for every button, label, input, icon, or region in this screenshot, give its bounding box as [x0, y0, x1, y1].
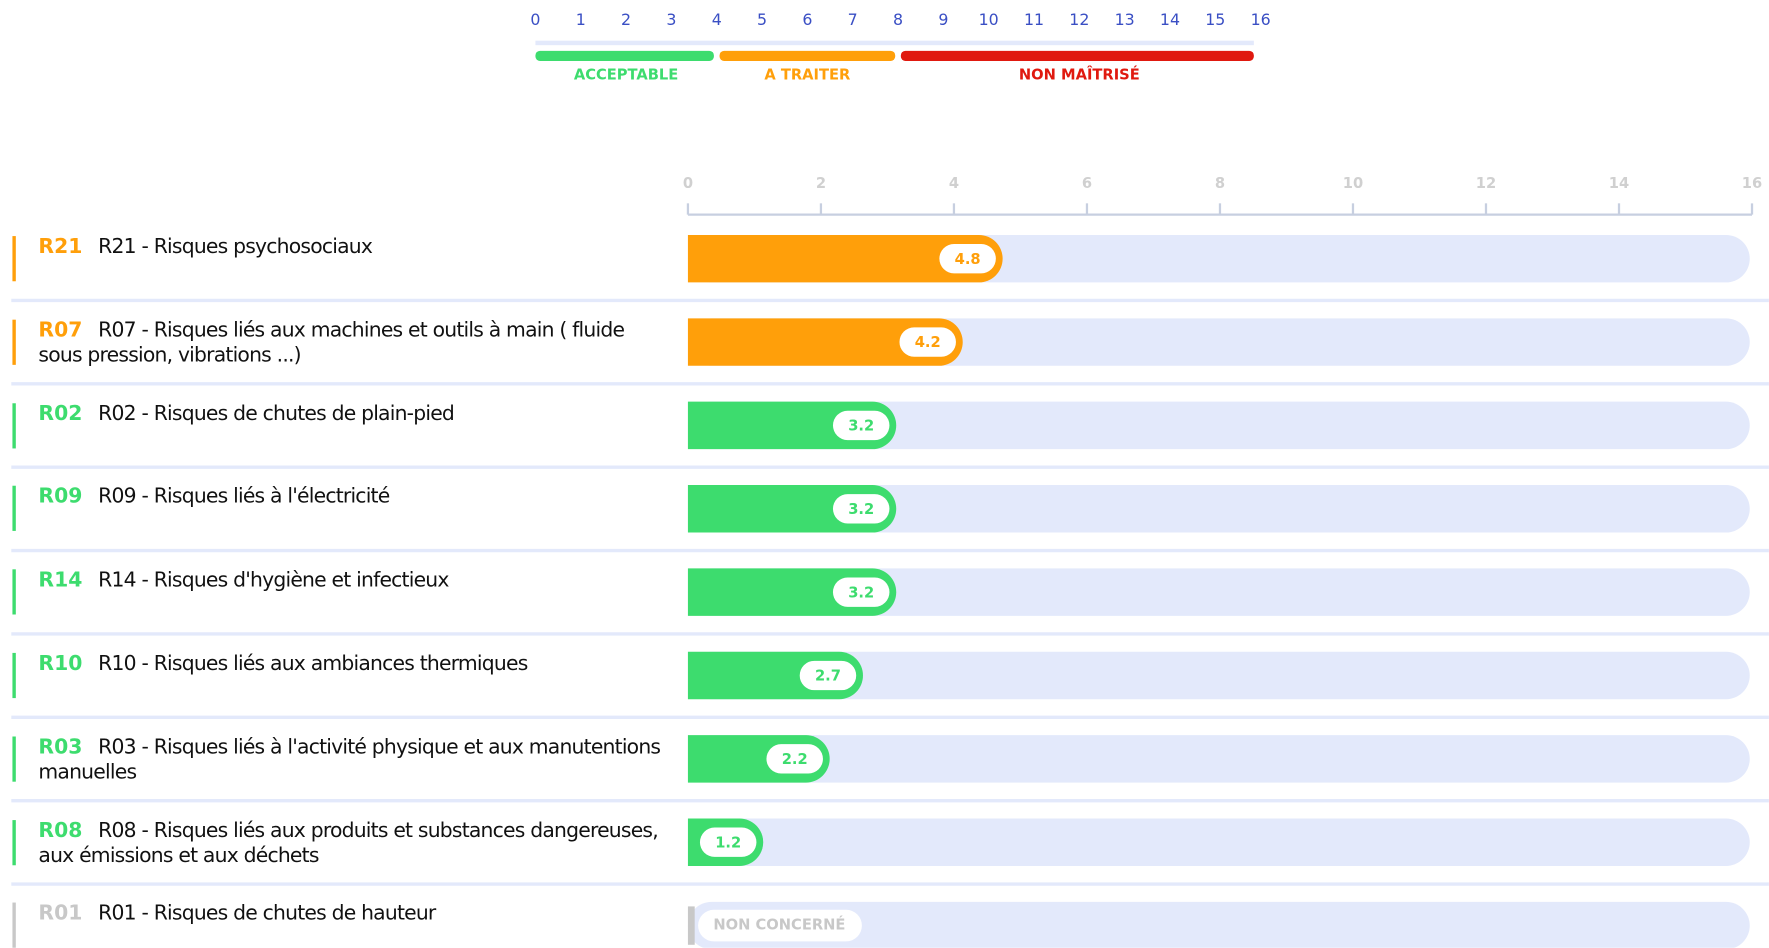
- scale-tick-label: 10: [979, 10, 999, 29]
- scale-track: [535, 40, 1254, 46]
- scale-tick-label: 0: [530, 10, 540, 29]
- row-name: R14 - Risques d'hygiène et infectieux: [98, 568, 449, 593]
- row-flag: [12, 486, 16, 532]
- value-pill: [832, 494, 890, 524]
- value-pill: [899, 327, 956, 357]
- scale-tick-label: 4: [712, 10, 722, 29]
- x-tick-label: 10: [1343, 175, 1363, 192]
- row-flag: [12, 652, 16, 699]
- row-name: R21 - Risques psychosociaux: [98, 234, 373, 259]
- row-label: R10 R10 - Risques liés aux ambiances ther…: [38, 652, 671, 677]
- scale-tick-label: 13: [1115, 10, 1135, 29]
- value-pill: [939, 243, 996, 274]
- value-label: 3.2: [848, 501, 874, 518]
- scale-band-label: ACCEPTABLE: [574, 67, 678, 84]
- x-tick-label: 12: [1476, 175, 1496, 192]
- row-code: R02: [38, 401, 83, 426]
- scale-tick-label: 6: [802, 10, 812, 29]
- value-pill: [766, 744, 823, 774]
- row-code: R14: [38, 568, 83, 593]
- row-code: R03: [38, 735, 83, 759]
- scale-tick-label: 2: [621, 10, 631, 29]
- row-code: R21: [38, 234, 83, 259]
- scale-tick-label: 15: [1205, 10, 1225, 29]
- scale-tick-label: 3: [666, 10, 676, 29]
- row-name: R02 - Risques de chutes de plain-pied: [98, 401, 455, 426]
- bar-track: [687, 485, 1750, 533]
- row-label: R14 R14 - Risques d'hygiène et infectieux: [38, 568, 671, 593]
- row-label: R07 R07 - Risques liés aux machines et ou…: [38, 318, 671, 368]
- value-pill: [799, 660, 857, 691]
- na-pill: [698, 909, 862, 942]
- bar-track: [687, 901, 1750, 948]
- row-flag: [12, 402, 16, 448]
- row-label: R01 R01 - Risques de chutes de hauteur: [38, 902, 671, 927]
- row-code: R07: [38, 318, 83, 343]
- scale-band: [900, 50, 1254, 61]
- x-tick-label: 16: [1742, 175, 1762, 192]
- row-code: R10: [38, 651, 83, 676]
- scale-tick-label: 9: [938, 10, 948, 29]
- row-name: R03 - Risques liés à l'activité physique…: [38, 735, 661, 784]
- row-flag: [12, 319, 16, 365]
- row-code: R08: [38, 818, 83, 843]
- value-label: 3.2: [848, 584, 874, 601]
- x-tick-label: 0: [683, 175, 693, 192]
- bar-track: [687, 568, 1750, 616]
- scale-tick-label: 14: [1160, 10, 1180, 29]
- row-name: R08 - Risques liés aux produits et subst…: [38, 818, 658, 868]
- x-tick-label: 2: [816, 175, 826, 192]
- value-label: 2.2: [782, 751, 808, 768]
- row-label: R08 R08 - Risques liés aux produits et su…: [38, 819, 671, 869]
- scale-band-label: A TRAITER: [764, 67, 850, 84]
- row-flag: [12, 819, 16, 865]
- value-pill: [832, 577, 890, 607]
- value-label: 1.2: [715, 834, 741, 851]
- row-code: R09: [38, 485, 83, 509]
- scale-tick-label: 11: [1024, 10, 1044, 29]
- row-code: R01: [38, 901, 83, 926]
- row-label: R02 R02 - Risques de chutes de plain-pied: [38, 402, 671, 427]
- scale-tick-label: 16: [1251, 10, 1271, 29]
- scale-tick-label: 1: [576, 10, 586, 29]
- value-label: 4.2: [915, 334, 941, 351]
- scale-band: [719, 50, 896, 61]
- bar-track: [687, 735, 1750, 783]
- row-flag: [12, 236, 16, 282]
- row-flag: [12, 736, 16, 782]
- scale-tick-label: 7: [848, 10, 858, 29]
- scale-tick-label: 12: [1069, 10, 1089, 29]
- bar: [687, 318, 963, 366]
- value-pill: [832, 410, 890, 441]
- scale-tick-label: 5: [757, 10, 767, 29]
- x-tick-label: 6: [1082, 175, 1092, 192]
- scale-tick-label: 8: [893, 10, 903, 29]
- bar-track: [687, 401, 1750, 450]
- row-name: R10 - Risques liés aux ambiances thermiq…: [98, 651, 528, 676]
- scale-band-label: NON MAÎTRISÉ: [1019, 66, 1140, 84]
- bar: [687, 234, 1003, 283]
- row-label: R03 R03 - Risques liés à l'activité physi…: [38, 735, 671, 785]
- row-name: R01 - Risques de chutes de hauteur: [98, 901, 436, 926]
- value-label: 3.2: [848, 418, 874, 435]
- row-name: R09 - Risques liés à l'électricité: [98, 485, 390, 509]
- x-tick-label: 14: [1609, 175, 1629, 192]
- value-label: 4.8: [955, 251, 981, 268]
- na-label: NON CONCERNÉ: [713, 916, 845, 934]
- x-tick-label: 8: [1215, 175, 1225, 192]
- bar-track: [687, 818, 1750, 866]
- row-label: R09 R09 - Risques liés à l'électricité: [38, 485, 671, 510]
- value-label: 2.7: [815, 668, 841, 685]
- value-pill: [699, 827, 757, 857]
- x-tick-label: 4: [949, 175, 959, 192]
- na-cap: [687, 906, 695, 945]
- row-flag: [12, 902, 16, 948]
- bar-track: [687, 651, 1750, 700]
- row-label: R21 R21 - Risques psychosociaux: [38, 235, 671, 260]
- row-name: R07 - Risques liés aux machines et outil…: [38, 318, 625, 367]
- row-flag: [12, 569, 16, 615]
- scale-band: [535, 50, 714, 61]
